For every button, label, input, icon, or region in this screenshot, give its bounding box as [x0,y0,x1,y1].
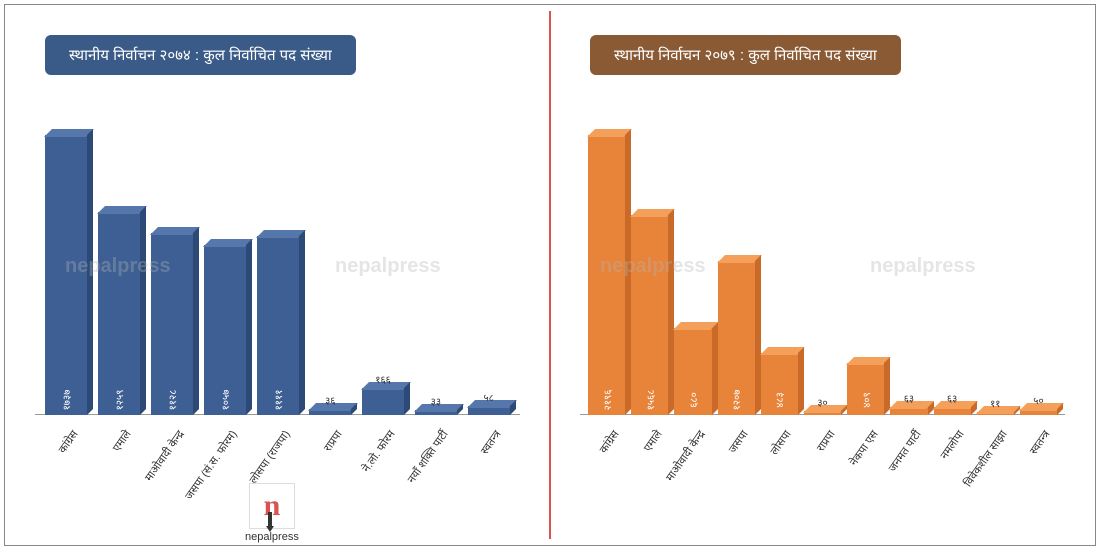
bar-value: ६३ [904,391,914,405]
bar: ३६राप्रपा [307,409,354,415]
bar-category-label: नेकपा एस [846,427,881,469]
bar-category-label: एमाले [109,427,134,454]
bar-value: ६८० [686,392,700,408]
bar-category-label: राप्रपा [813,427,838,454]
panels-container: स्थानीय निर्वाचन २०७४ : कुल निर्वाचित पद… [5,5,1095,545]
chart-frame: स्थानीय निर्वाचन २०७४ : कुल निर्वाचित पद… [4,4,1096,546]
bar: ४०९नेकपा एस [847,363,884,415]
bar-value: १२५९ [112,390,126,411]
bar: ११११लोसपा (राजपा) [254,236,301,415]
bar-value: ३३ [431,394,441,408]
bar: ५०स्वतन्त्र [1020,409,1057,415]
bar-value: २१९६ [600,390,614,411]
bar-value: ४८३ [772,392,786,408]
bar-category-label: राप्रपा [321,427,346,454]
bar-category-label: नयाँ शक्ति पार्टी [404,427,452,486]
bar-category-label: माओवादी केन्द्र [662,427,708,484]
bar: ६८०माओवादी केन्द्र [674,328,711,415]
bar-category-label: विवेकशील साझा [961,427,1011,490]
left-chart-area: १७३७कांग्रेस१२५९एमाले११२८माओवादी केन्द्र… [35,115,520,415]
bar-category-label: लोसपा [767,427,795,458]
bar-value: ३६ [325,393,335,407]
bar-category-label: स्वतन्त्र [477,427,504,457]
left-bars: १७३७कांग्रेस१२५९एमाले११२८माओवादी केन्द्र… [35,115,520,415]
bar: ६३नमलोपा [934,407,971,415]
right-panel: स्थानीय निर्वाचन २०७९ : कुल निर्वाचित पद… [550,5,1095,545]
bar-value: ३० [817,395,827,409]
bar: १५६८एमाले [631,215,668,415]
right-bars: २१९६कांग्रेस१५६८एमाले६८०माओवादी केन्द्र१… [580,115,1065,415]
right-chart-area: २१९६कांग्रेस१५६८एमाले६८०माओवादी केन्द्र१… [580,115,1065,415]
bar-value: १७३७ [59,390,73,411]
left-panel: स्थानीय निर्वाचन २०७४ : कुल निर्वाचित पद… [5,5,550,545]
bar-category-label: जनमत पार्टी [885,427,925,475]
bar-category-label: जसपा [725,427,751,456]
bar-category-label: माओवादी केन्द्र [141,427,187,484]
bar-value: ६३ [947,391,957,405]
bar-category-label: एमाले [640,427,665,454]
bar: १२५९एमाले [96,212,143,415]
bar-value: ११२८ [165,390,179,411]
bar-value: १६६ [375,372,391,386]
bar: ३३नयाँ शक्ति पार्टी [412,410,459,415]
bar-value: १०५७ [218,390,232,411]
bar-value: १५६८ [643,390,657,411]
bar-value: ४०९ [859,392,873,408]
bar-value: ५८ [483,390,493,404]
bar: १७३७कांग्रेस [43,135,90,415]
bar-value: ५० [1033,393,1043,407]
nepalpress-logo: n nepalpress [245,483,299,543]
left-chart-title: स्थानीय निर्वाचन २०७४ : कुल निर्वाचित पद… [45,35,356,75]
bar-category-label: नमलोपा [937,427,968,462]
bar-category-label: कांग्रेस [55,427,82,456]
right-chart-title: स्थानीय निर्वाचन २०७९ : कुल निर्वाचित पद… [590,35,901,75]
bar: १२०७जसपा [718,261,755,415]
bar-category-label: जसपा (सं.स. फोरम) [181,427,240,502]
bar-value: ११११ [271,390,285,411]
bar: ४८३लोसपा [761,353,798,415]
bar: ३०राप्रपा [804,411,841,415]
bar-value: १२०७ [729,390,743,411]
logo-icon: n [249,483,295,529]
bar: १६६ने.लो. फोरम [360,388,407,415]
bar: १०५७जसपा (सं.स. फोरम) [201,245,248,415]
logo-text: nepalpress [245,531,299,543]
bar-category-label: कांग्रेस [596,427,623,456]
bar: ६३जनमत पार्टी [890,407,927,415]
bar: ११२८माओवादी केन्द्र [149,233,196,415]
bar: ११विवेकशील साझा [977,412,1014,415]
bar-category-label: ने.लो. फोरम [359,427,399,475]
bar: ५८स्वतन्त्र [465,406,512,415]
bar-category-label: लोसपा (राजपा) [245,427,293,486]
bar-value: ११ [990,396,1000,410]
bar: २१९६कांग्रेस [588,135,625,415]
bar-category-label: स्वतन्त्र [1027,427,1054,457]
